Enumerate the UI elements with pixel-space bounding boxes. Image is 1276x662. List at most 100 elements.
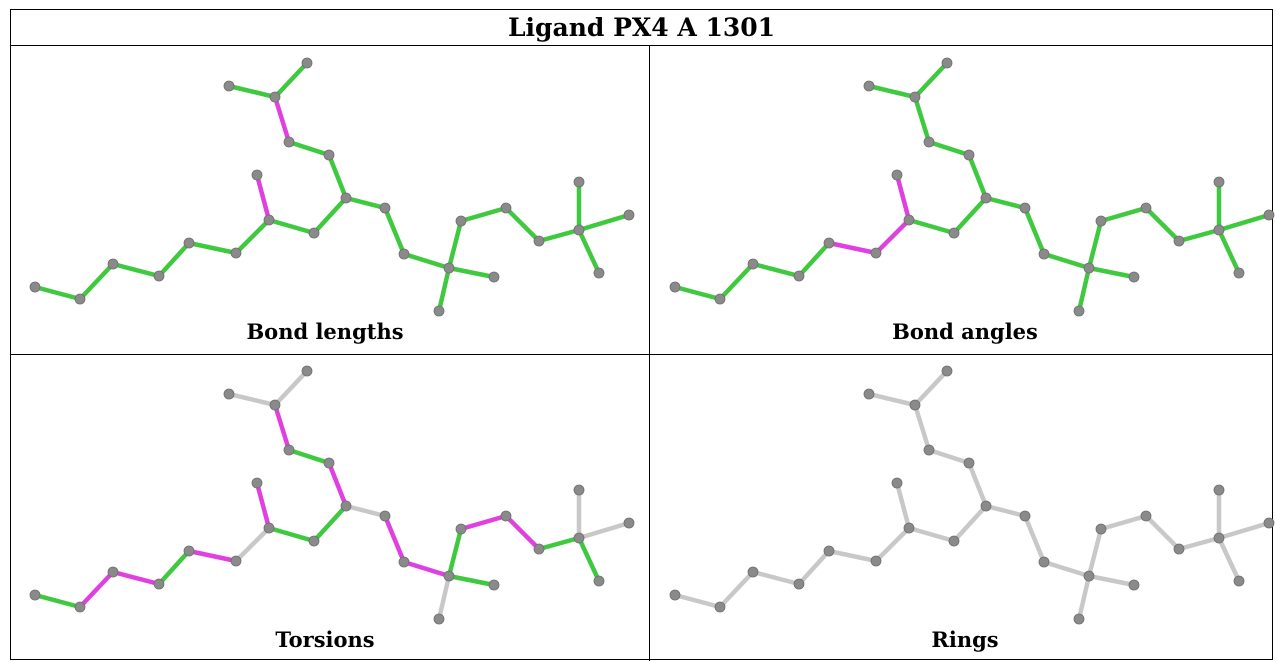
atom — [1038, 248, 1050, 260]
bond — [717, 569, 756, 610]
bond — [576, 520, 632, 541]
atom — [863, 388, 875, 400]
panel-rings: Rings — [651, 355, 1276, 662]
bond — [186, 240, 239, 256]
atom — [903, 522, 915, 534]
atom — [153, 270, 165, 282]
atom — [223, 388, 235, 400]
bond — [326, 460, 349, 509]
atom — [230, 555, 242, 567]
atom — [1128, 271, 1140, 283]
atom — [1140, 202, 1152, 214]
atom — [823, 237, 835, 249]
bond — [233, 217, 272, 256]
atom — [573, 484, 585, 496]
bond — [311, 195, 349, 236]
bond — [311, 503, 349, 544]
figure-title: Ligand PX4 A 1301 — [11, 10, 1272, 46]
bond — [576, 535, 602, 584]
bond — [382, 513, 407, 565]
bond — [1022, 513, 1047, 565]
atom — [153, 578, 165, 590]
bond — [77, 569, 116, 610]
figure-frame: Ligand PX4 A 1301 Bond lengths Bond angl… — [10, 9, 1276, 662]
atom — [980, 500, 992, 512]
atom — [455, 215, 467, 227]
atom — [107, 566, 119, 578]
bond — [272, 402, 292, 453]
bond — [750, 569, 802, 587]
bond — [382, 205, 407, 257]
atom — [793, 578, 805, 590]
bond — [1076, 265, 1092, 314]
bond — [866, 83, 918, 100]
atom — [533, 543, 545, 555]
panel-bond-lengths: Bond lengths — [11, 47, 639, 354]
atom — [488, 271, 500, 283]
bond — [326, 152, 349, 201]
atom — [948, 535, 960, 547]
atom — [870, 247, 882, 259]
atom — [433, 305, 445, 317]
bond — [446, 526, 464, 579]
bond — [32, 592, 83, 610]
atom — [1263, 209, 1275, 221]
atom — [1213, 484, 1225, 496]
atom — [1019, 202, 1031, 214]
bond — [233, 525, 272, 564]
atom — [903, 214, 915, 226]
bond — [1143, 513, 1182, 552]
bond — [272, 60, 310, 100]
bond — [1041, 251, 1092, 271]
atom — [269, 91, 281, 103]
atom — [941, 57, 953, 69]
bond — [826, 240, 879, 256]
bond — [1176, 227, 1222, 244]
atom — [283, 444, 295, 456]
atom — [891, 477, 903, 489]
atom — [669, 589, 681, 601]
atom — [183, 545, 195, 557]
bond — [1216, 212, 1272, 233]
atom — [263, 214, 275, 226]
atom — [573, 176, 585, 188]
atom — [1233, 575, 1245, 587]
bond — [446, 218, 464, 271]
molecule-bond-lengths — [29, 57, 635, 317]
bond — [436, 265, 452, 314]
atom — [443, 262, 455, 274]
atom — [593, 575, 605, 587]
atom — [323, 457, 335, 469]
bond — [110, 569, 162, 587]
atom — [714, 293, 726, 305]
atom — [74, 293, 86, 305]
atom — [1263, 517, 1275, 529]
atom — [1095, 523, 1107, 535]
atom — [909, 399, 921, 411]
atom — [308, 227, 320, 239]
caption-bond-lengths: Bond lengths — [246, 319, 404, 344]
bond — [1216, 535, 1242, 584]
atom — [379, 510, 391, 522]
atom — [283, 136, 295, 148]
atom — [747, 258, 759, 270]
molecule-torsions — [29, 365, 635, 625]
bond — [156, 240, 192, 279]
atom — [251, 477, 263, 489]
caption-torsions: Torsions — [275, 627, 375, 652]
atom — [29, 281, 41, 293]
bond — [912, 368, 950, 408]
atom — [941, 365, 953, 377]
atom — [963, 457, 975, 469]
atom — [923, 136, 935, 148]
atom — [1128, 579, 1140, 591]
atom — [1173, 235, 1185, 247]
atom — [891, 169, 903, 181]
atom — [1083, 262, 1095, 274]
bond — [1022, 205, 1047, 257]
bond — [186, 548, 239, 564]
bond — [894, 172, 912, 223]
panel-bond-angles: Bond angles — [651, 47, 1276, 354]
bond — [446, 265, 497, 280]
atom — [398, 556, 410, 568]
